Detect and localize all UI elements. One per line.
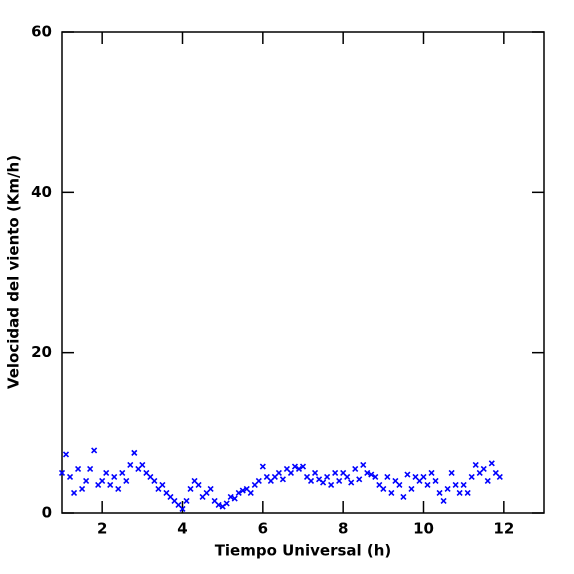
point (111, 473, 118, 480)
point (231, 495, 238, 502)
point (307, 477, 315, 484)
point (311, 469, 319, 476)
point (151, 477, 158, 484)
x-tick-label: 10 (413, 520, 434, 538)
point (159, 481, 166, 489)
point (207, 485, 214, 493)
point (352, 465, 359, 472)
point (91, 447, 98, 454)
point (364, 469, 371, 476)
point (119, 469, 126, 476)
point (484, 477, 491, 484)
x-tick-label: 6 (258, 520, 268, 538)
point (62, 451, 70, 458)
point (452, 481, 459, 489)
point (460, 481, 467, 489)
point (255, 477, 262, 484)
point (432, 477, 439, 484)
point (384, 473, 391, 480)
point (440, 497, 447, 505)
point (456, 489, 463, 497)
point (75, 465, 82, 472)
point (70, 489, 78, 497)
point (328, 481, 335, 489)
x-tick-label: 8 (338, 520, 348, 538)
point (279, 476, 286, 483)
point (420, 473, 427, 480)
y-tick-label: 60 (31, 23, 52, 41)
point (368, 471, 375, 478)
point (332, 469, 339, 476)
point (344, 473, 351, 480)
point (324, 473, 331, 480)
point (428, 469, 435, 476)
point (79, 485, 86, 493)
point (123, 477, 130, 484)
point (103, 469, 110, 476)
point (404, 471, 411, 478)
point (66, 473, 74, 480)
point (179, 505, 186, 513)
plot-frame (61, 31, 545, 514)
x-tick-label: 12 (493, 520, 514, 538)
point (187, 485, 194, 493)
point (247, 489, 254, 497)
point (336, 477, 343, 484)
point (400, 493, 407, 501)
point (227, 493, 234, 501)
point (183, 497, 190, 505)
point (372, 473, 379, 480)
point (287, 469, 295, 476)
point (275, 469, 282, 476)
point (58, 469, 66, 476)
point (115, 485, 122, 493)
point (488, 460, 495, 467)
point (215, 501, 222, 509)
point (83, 477, 90, 484)
x-tick-label: 4 (177, 520, 187, 538)
point (360, 461, 367, 468)
point (408, 485, 415, 493)
point (380, 485, 387, 493)
y-tick-label: 20 (31, 343, 52, 361)
point (320, 479, 327, 486)
point (468, 473, 475, 480)
point (348, 479, 355, 486)
point (472, 461, 479, 468)
point (356, 476, 363, 483)
point (99, 477, 106, 484)
point (496, 473, 503, 480)
y-tick-label: 0 (42, 504, 52, 522)
point (259, 463, 266, 470)
y-tick-label: 40 (31, 183, 52, 201)
y-axis-label: Velocidad del viento (Km/h) (5, 155, 23, 389)
point (87, 465, 94, 472)
point (239, 487, 246, 494)
point (223, 500, 230, 507)
point (448, 469, 455, 476)
point (388, 489, 395, 497)
point (195, 481, 202, 489)
point (295, 465, 303, 472)
point (291, 463, 299, 470)
point (107, 481, 114, 489)
point (444, 485, 451, 493)
point (424, 481, 431, 489)
point (299, 463, 307, 470)
point (235, 489, 242, 497)
point (480, 465, 487, 472)
point (139, 461, 146, 468)
point (131, 449, 138, 456)
point (436, 489, 443, 497)
point (464, 489, 471, 497)
point (127, 461, 134, 468)
x-tick-label: 2 (97, 520, 107, 538)
x-axis-label: Tiempo Universal (h) (215, 542, 392, 560)
point (396, 481, 403, 489)
